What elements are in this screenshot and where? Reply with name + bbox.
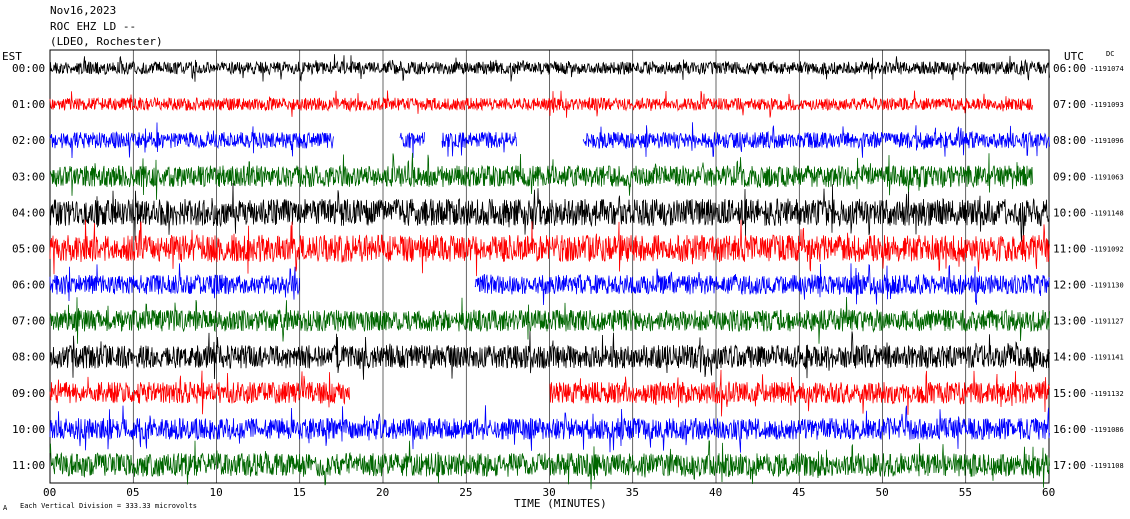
dc-offset-label: -1191141 — [1090, 354, 1124, 362]
utc-hour-label: 08:00 — [1053, 134, 1086, 147]
utc-hour-label: 17:00 — [1053, 459, 1086, 472]
dc-offset-label: -1191086 — [1090, 426, 1124, 434]
trace-row-0400 — [49, 182, 1050, 242]
x-tick-label: 60 — [1042, 486, 1055, 499]
x-tick-label: 20 — [376, 486, 389, 499]
helicorder-station: ROC EHZ LD -- — [50, 20, 137, 33]
trace-row-0200 — [49, 122, 1050, 159]
est-hour-label: 08:00 — [12, 351, 45, 364]
utc-hour-label: 06:00 — [1053, 62, 1086, 75]
utc-hour-label: 07:00 — [1053, 98, 1086, 111]
x-tick-label: 10 — [210, 486, 223, 499]
est-axis-label: EST — [2, 50, 22, 63]
est-hour-label: 07:00 — [12, 315, 45, 328]
utc-hour-label: 15:00 — [1053, 387, 1086, 400]
utc-hour-label: 10:00 — [1053, 206, 1086, 219]
est-hour-label: 03:00 — [12, 170, 45, 183]
x-tick-label: 00 — [43, 486, 56, 499]
trace-row-0600 — [49, 263, 1050, 306]
x-tick-label: 15 — [293, 486, 306, 499]
est-hour-label: 10:00 — [12, 423, 45, 436]
x-tick-label: 50 — [876, 486, 889, 499]
dc-label: DC — [1106, 50, 1114, 58]
seismic-traces — [49, 54, 1050, 490]
helicorder-date: Nov16,2023 — [50, 4, 117, 17]
x-tick-label: 35 — [626, 486, 639, 499]
scale-marker-icon: A — [3, 504, 8, 512]
x-tick-label: 40 — [709, 486, 722, 499]
est-hour-label: 05:00 — [12, 242, 45, 255]
trace-row-0500 — [49, 219, 1050, 277]
utc-axis-label: UTC — [1064, 50, 1084, 63]
utc-hour-label: 16:00 — [1053, 423, 1086, 436]
x-axis-ticks: 00 05 10 15 20 25 30 35 40 45 50 55 60 — [43, 486, 1055, 499]
x-axis-title: TIME (MINUTES) — [514, 497, 607, 510]
dc-offset-label: -1191092 — [1090, 245, 1124, 253]
trace-row-1100 — [49, 440, 1050, 490]
dc-offset-label: -1191093 — [1090, 101, 1124, 109]
dc-offset-label: -1191096 — [1090, 137, 1124, 145]
x-tick-label: 45 — [792, 486, 805, 499]
trace-row-0100 — [49, 90, 1033, 118]
trace-row-0700 — [49, 296, 1050, 344]
trace-row-0000 — [49, 54, 1050, 82]
utc-hour-label: 14:00 — [1053, 351, 1086, 364]
utc-hour-label: 12:00 — [1053, 279, 1086, 292]
utc-hour-label: 13:00 — [1053, 315, 1086, 328]
dc-offset-label: -1191108 — [1090, 462, 1124, 470]
est-hour-label: 09:00 — [12, 387, 45, 400]
est-hour-label: 06:00 — [12, 279, 45, 292]
est-hour-labels: 00:00 01:00 02:00 03:00 04:00 05:00 06:00 07:00… — [12, 62, 45, 472]
est-hour-label: 04:00 — [12, 206, 45, 219]
x-tick-label: 05 — [126, 486, 139, 499]
x-tick-label: 55 — [959, 486, 972, 499]
utc-hour-labels: 06:00 -1191074 07:00 -1191093 08:00 -1191096 0… — [1053, 62, 1124, 472]
est-hour-label: 02:00 — [12, 134, 45, 147]
x-tick-label: 30 — [543, 486, 556, 499]
trace-row-0300 — [49, 152, 1033, 200]
utc-hour-label: 11:00 — [1053, 242, 1086, 255]
x-tick-label: 25 — [459, 486, 472, 499]
dc-offset-label: -1191063 — [1090, 173, 1124, 181]
est-hour-label: 00:00 — [12, 62, 45, 75]
dc-offset-label: -1191132 — [1090, 390, 1124, 398]
helicorder-network: (LDEO, Rochester) — [50, 35, 163, 48]
utc-hour-label: 09:00 — [1053, 170, 1086, 183]
dc-offset-label: -1191127 — [1090, 318, 1124, 326]
dc-offset-label: -1191074 — [1090, 65, 1124, 73]
scale-note: Each Vertical Division = 333.33 microvol… — [20, 502, 197, 510]
minute-gridlines — [132, 50, 967, 483]
trace-row-0900 — [49, 369, 1050, 417]
trace-row-0800 — [49, 331, 1050, 380]
est-hour-label: 11:00 — [12, 459, 45, 472]
trace-row-1000 — [49, 405, 1050, 453]
est-hour-label: 01:00 — [12, 98, 45, 111]
dc-offset-label: -1191148 — [1090, 209, 1124, 217]
dc-offset-label: -1191130 — [1090, 282, 1124, 290]
